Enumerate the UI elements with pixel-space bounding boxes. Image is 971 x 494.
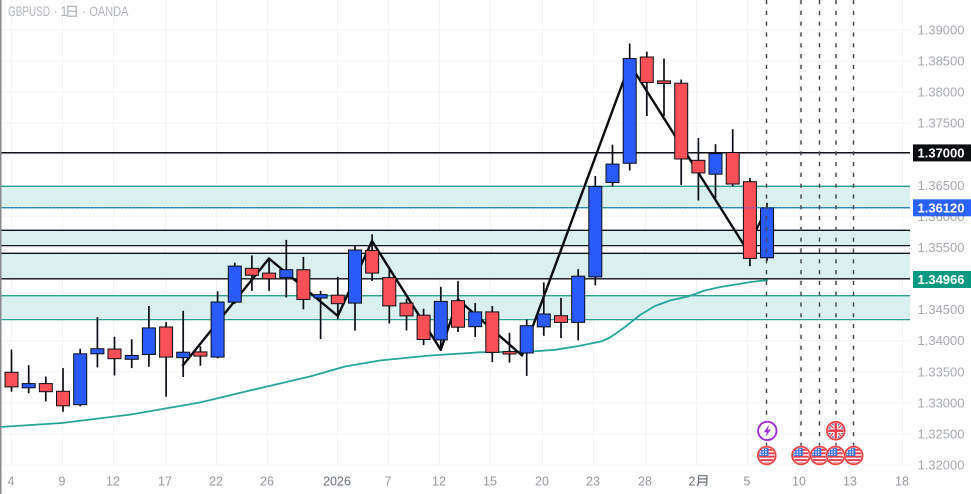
svg-text:4: 4 xyxy=(8,475,15,489)
svg-text:1.35500: 1.35500 xyxy=(918,240,965,255)
svg-text:15: 15 xyxy=(483,475,497,489)
svg-text:1.38000: 1.38000 xyxy=(918,85,965,100)
svg-text:GBPUSD: GBPUSD xyxy=(8,4,50,19)
svg-text:20: 20 xyxy=(535,475,549,489)
svg-text:5: 5 xyxy=(744,475,751,489)
svg-text:OANDA: OANDA xyxy=(89,4,128,19)
svg-text:1.37000: 1.37000 xyxy=(918,145,965,160)
svg-text:2: 2 xyxy=(689,475,696,489)
svg-text:1.37500: 1.37500 xyxy=(918,116,965,131)
svg-text:17: 17 xyxy=(158,475,172,489)
svg-text:·: · xyxy=(54,4,59,19)
svg-text:1.32500: 1.32500 xyxy=(918,427,965,442)
svg-text:23: 23 xyxy=(586,475,600,489)
svg-text:1.32000: 1.32000 xyxy=(918,458,965,473)
svg-text:1.34500: 1.34500 xyxy=(918,302,965,317)
svg-text:2026: 2026 xyxy=(323,475,351,489)
svg-text:12: 12 xyxy=(432,475,446,489)
svg-text:1.36500: 1.36500 xyxy=(918,178,965,193)
svg-text:28: 28 xyxy=(638,475,652,489)
svg-text:1.34966: 1.34966 xyxy=(918,272,965,287)
svg-text:13: 13 xyxy=(843,475,857,489)
svg-text:1.36120: 1.36120 xyxy=(918,200,965,215)
svg-text:10: 10 xyxy=(792,475,806,489)
svg-text:18: 18 xyxy=(895,475,909,489)
svg-text:9: 9 xyxy=(59,475,66,489)
svg-text:1.38500: 1.38500 xyxy=(918,54,965,69)
svg-text:1: 1 xyxy=(60,4,68,19)
svg-text:·: · xyxy=(82,4,87,19)
svg-text:22: 22 xyxy=(209,475,223,489)
svg-text:7: 7 xyxy=(385,475,392,489)
svg-text:1.33000: 1.33000 xyxy=(918,395,965,410)
svg-text:1.34000: 1.34000 xyxy=(918,333,965,348)
svg-text:26: 26 xyxy=(260,475,274,489)
svg-text:1.39000: 1.39000 xyxy=(918,23,965,38)
svg-text:1.33500: 1.33500 xyxy=(918,364,965,379)
svg-text:12: 12 xyxy=(106,475,120,489)
